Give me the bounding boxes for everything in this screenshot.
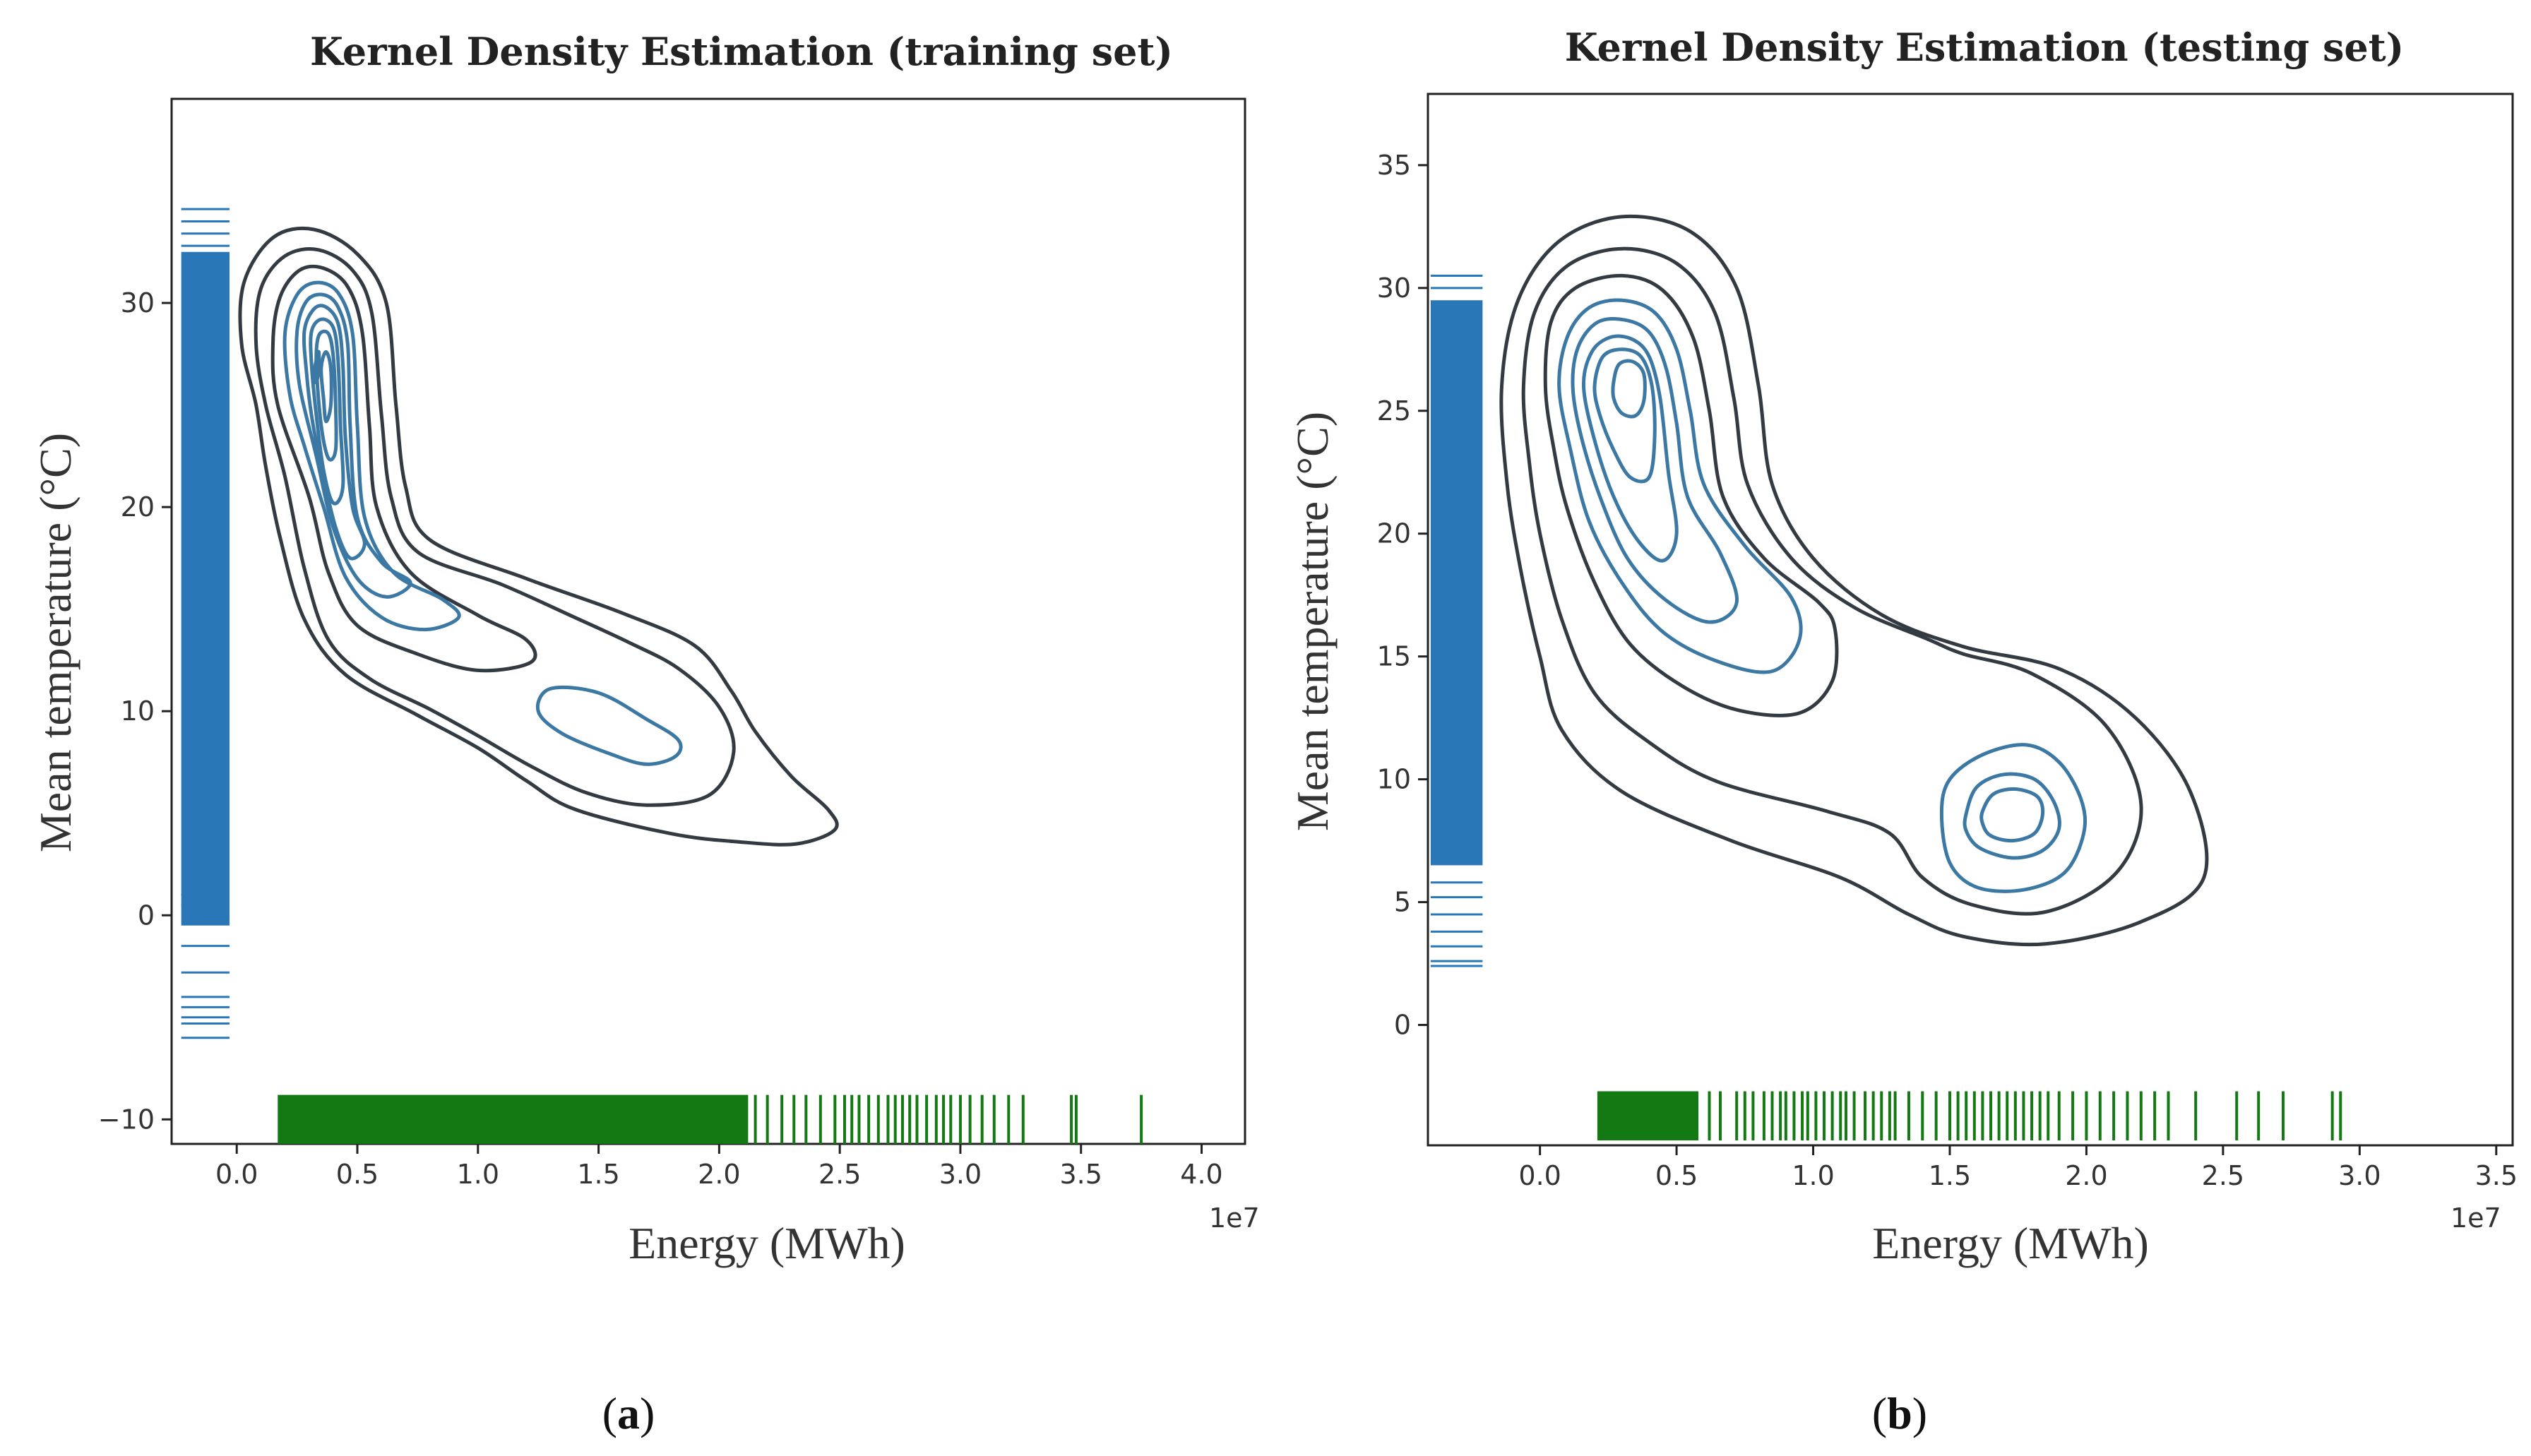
chart-panel-training: Kernel Density Estimation (training set)… (30, 29, 1260, 1438)
contour-line (1499, 214, 2209, 947)
contour-line (1521, 246, 2143, 916)
x-tick-label: 2.0 (698, 1159, 740, 1190)
x-tick-label: 0.5 (336, 1159, 379, 1190)
x-tick-label: 1.5 (577, 1159, 619, 1190)
x-axis-label: Energy (MWh) (1872, 1218, 2149, 1268)
x-tick-label: 3.0 (939, 1159, 982, 1190)
panel-caption-a: (a) (602, 1388, 655, 1438)
x-tick-label: 0.0 (1518, 1160, 1561, 1191)
x-tick-label: 1.5 (1929, 1160, 1971, 1191)
contour-line (294, 292, 412, 599)
chart-title: Kernel Density Estimation (testing set) (1565, 25, 2404, 70)
chart-title: Kernel Density Estimation (training set) (310, 29, 1173, 74)
x-tick-label: 2.5 (2202, 1160, 2244, 1191)
y-tick-label: 15 (1377, 641, 1411, 672)
x-tick-label: 0.5 (1655, 1160, 1698, 1191)
contour-group (1499, 214, 2209, 947)
y-tick-label: 0 (1394, 1010, 1411, 1041)
x-axis-ticks: 0.0 0.5 1.0 1.5 2.0 2.5 3.0 3.5 4.0 (215, 1144, 1223, 1190)
x-tick-label: 3.0 (2338, 1160, 2381, 1191)
contour-line (312, 350, 321, 385)
y-rug (181, 208, 230, 1039)
contour-line (1963, 772, 2061, 860)
y-tick-label: 30 (121, 287, 155, 318)
y-axis-label: Mean temperature (°C) (30, 433, 81, 852)
contour-line (1979, 787, 2045, 843)
contour-line (270, 264, 537, 673)
contour-line (314, 329, 338, 462)
x-tick-label: 0.0 (215, 1159, 258, 1190)
y-tick-label: 20 (1377, 518, 1411, 549)
y-axis-ticks: −10 0 10 20 30 (98, 287, 172, 1135)
x-rug (278, 1094, 1143, 1144)
contour-line (1571, 316, 1739, 624)
y-tick-label: −10 (98, 1104, 155, 1135)
y-tick-label: 10 (121, 696, 155, 727)
x-tick-label: 2.0 (2065, 1160, 2107, 1191)
contour-line (302, 304, 367, 561)
y-tick-label: 10 (1377, 764, 1411, 795)
contour-line (319, 350, 333, 424)
contour-line (536, 685, 683, 766)
contour-line (1543, 273, 1839, 717)
y-tick-label: 20 (121, 491, 155, 523)
x-tick-label: 1.0 (457, 1159, 499, 1190)
x-tick-label: 1.0 (1792, 1160, 1834, 1191)
contour-line (1611, 359, 1647, 419)
x-axis-ticks: 0.0 0.5 1.0 1.5 2.0 2.5 3.0 3.5 (1518, 1145, 2518, 1191)
contour-group (238, 226, 839, 847)
y-rug (1430, 274, 1483, 967)
y-tick-label: 35 (1377, 150, 1411, 181)
x-offset-label: 1e7 (1209, 1203, 1260, 1234)
y-tick-label: 25 (1377, 395, 1411, 426)
y-rug-dense-block (181, 251, 230, 926)
contour-line (309, 317, 345, 506)
x-tick-label: 3.5 (2475, 1160, 2518, 1191)
x-rug-dense-block (278, 1094, 749, 1144)
y-tick-label: 0 (138, 900, 155, 931)
x-tick-label: 2.5 (818, 1159, 861, 1190)
panel-caption-b: (b) (1872, 1388, 1927, 1438)
x-offset-label: 1e7 (2450, 1203, 2501, 1234)
y-tick-label: 30 (1377, 273, 1411, 304)
contour-line (1939, 743, 2088, 893)
contour-line (1581, 334, 1679, 563)
y-axis-label: Mean temperature (°C) (1287, 412, 1338, 831)
x-rug-dense-block (1597, 1091, 1699, 1141)
x-tick-label: 4.0 (1180, 1159, 1222, 1190)
y-rug-dense-block (1430, 300, 1483, 866)
x-tick-label: 3.5 (1060, 1159, 1102, 1190)
y-tick-label: 5 (1394, 887, 1411, 918)
chart-panel-testing: Kernel Density Estimation (testing set) … (1287, 25, 2518, 1438)
contour-line (1557, 298, 1803, 674)
x-rug (1597, 1091, 2342, 1141)
contour-line (254, 247, 736, 807)
plot-frame (1427, 93, 2514, 1147)
y-axis-ticks: 0 5 10 15 20 25 30 35 (1377, 150, 1428, 1041)
x-axis-label: Energy (MWh) (629, 1218, 905, 1268)
contour-line (1592, 347, 1657, 484)
contour-line (238, 226, 839, 847)
